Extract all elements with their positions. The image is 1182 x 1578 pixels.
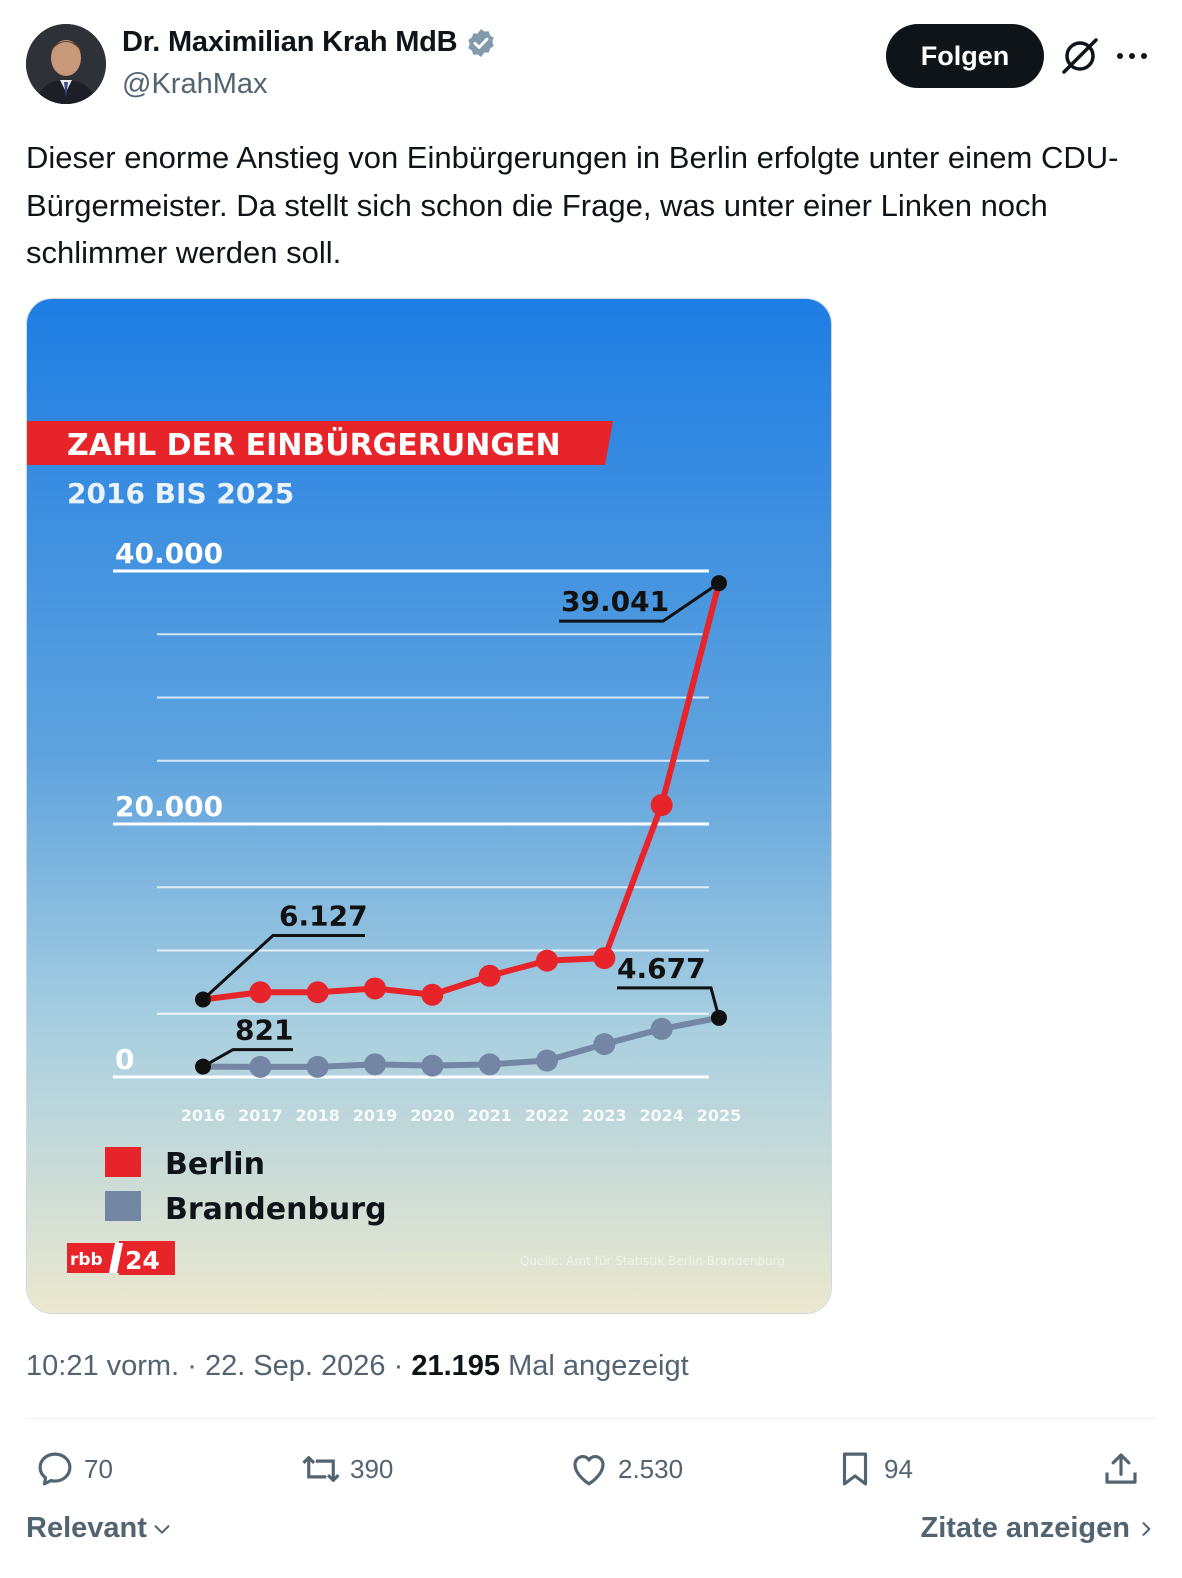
chart-source: Quelle: Amt für Statistik Berlin-Branden… — [520, 1254, 785, 1268]
more-icon[interactable] — [1114, 38, 1150, 74]
quotes-label: Zitate anzeigen — [920, 1512, 1131, 1544]
x-tick-label: 2023 — [582, 1106, 627, 1125]
chart: ZAHL DER EINBÜRGERUNGEN 2016 BIS 2025 40… — [27, 299, 831, 1313]
repost-button[interactable]: 390 — [300, 1446, 393, 1492]
tweet-time[interactable]: 10:21 vorm. — [26, 1350, 180, 1382]
data-point-berlin — [536, 949, 558, 972]
legend-swatch-brandenburg — [105, 1191, 141, 1221]
x-tick-label: 2021 — [467, 1106, 512, 1125]
annotation-label: 39.041 — [561, 585, 669, 618]
views-count: 21.195 — [411, 1350, 501, 1382]
data-point-brandenburg — [478, 1053, 501, 1076]
data-point-brandenburg — [306, 1055, 329, 1078]
sort-label: Relevant — [26, 1512, 147, 1544]
svg-text:24: 24 — [125, 1246, 160, 1275]
author-name-row[interactable]: Dr. Maximilian Krah MdB — [122, 26, 497, 59]
grok-icon[interactable] — [1058, 34, 1102, 78]
annotation-leader — [617, 986, 721, 1019]
meta-separator: · — [393, 1350, 404, 1382]
display-name[interactable]: Dr. Maximilian Krah MdB — [122, 26, 458, 58]
x-tick-label: 2018 — [295, 1106, 340, 1125]
annotation-leader — [201, 933, 365, 1001]
reply-icon — [38, 1452, 72, 1486]
chart-subtitle: 2016 BIS 2025 — [67, 477, 294, 510]
meta-separator: · — [187, 1350, 197, 1382]
legend-label-brandenburg: Brandenburg — [165, 1192, 387, 1227]
bookmark-button[interactable]: 94 — [834, 1446, 913, 1492]
x-tick-label: 2016 — [181, 1106, 226, 1125]
y-tick-label: 20.000 — [115, 790, 223, 823]
like-count: 2.530 — [618, 1453, 684, 1484]
tweet-media-image[interactable]: ZAHL DER EINBÜRGERUNGEN 2016 BIS 2025 40… — [26, 298, 832, 1314]
chevron-right-icon — [1142, 1521, 1151, 1536]
annotation-label: 6.127 — [279, 899, 368, 932]
x-tick-label: 2020 — [410, 1106, 455, 1125]
data-point-brandenburg — [421, 1054, 444, 1077]
annotation-leader — [202, 1048, 293, 1068]
bookmark-icon — [842, 1452, 868, 1486]
repost-icon — [302, 1456, 340, 1482]
data-point-brandenburg — [593, 1033, 616, 1056]
author-handle[interactable]: @KrahMax — [122, 68, 268, 100]
tweet-text: Dieser enorme Anstieg von Einbürgerungen… — [26, 140, 1119, 270]
divider — [26, 1418, 1156, 1419]
follow-button[interactable]: Folgen — [886, 24, 1044, 88]
bookmark-count: 94 — [884, 1453, 913, 1484]
data-point-brandenburg — [536, 1049, 558, 1072]
y-tick-label: 40.000 — [115, 537, 223, 570]
reply-count: 70 — [84, 1453, 113, 1484]
share-button[interactable] — [1100, 1446, 1142, 1492]
x-tick-label: 2022 — [525, 1106, 570, 1125]
svg-text:rbb: rbb — [70, 1250, 103, 1270]
reply-button[interactable]: 70 — [34, 1446, 113, 1492]
annotation-leader — [559, 581, 720, 623]
x-tick-label: 2017 — [238, 1106, 283, 1125]
like-button[interactable]: 2.530 — [568, 1446, 683, 1492]
series-line-brandenburg — [202, 1014, 720, 1070]
share-icon — [1105, 1453, 1137, 1484]
chevron-down-icon — [154, 1524, 170, 1534]
data-point-brandenburg — [249, 1055, 272, 1078]
annotation-label: 821 — [235, 1014, 293, 1047]
verified-badge-icon — [465, 27, 497, 59]
avatar[interactable] — [26, 24, 106, 104]
data-point-berlin — [364, 977, 386, 1000]
series-line-berlin — [202, 582, 722, 1003]
data-point-berlin — [306, 981, 329, 1004]
data-point-berlin — [650, 794, 673, 817]
legend-swatch-berlin — [105, 1147, 141, 1177]
data-point-brandenburg — [364, 1053, 386, 1076]
legend-label-berlin: Berlin — [165, 1147, 265, 1182]
y-tick-label: 0 — [115, 1043, 134, 1076]
rbb24-logo: rbb 24 — [67, 1241, 175, 1275]
data-point-brandenburg — [650, 1017, 673, 1040]
views-label: Mal angezeigt — [508, 1350, 689, 1382]
x-tick-label: 2019 — [353, 1106, 398, 1125]
chart-title: ZAHL DER EINBÜRGERUNGEN — [67, 426, 561, 463]
data-point-berlin — [593, 947, 616, 970]
data-point-berlin — [478, 964, 501, 987]
data-point-berlin — [249, 981, 272, 1004]
tweet-date[interactable]: 22. Sep. 2026 — [204, 1350, 386, 1382]
x-tick-label: 2025 — [697, 1106, 742, 1125]
data-point-berlin — [421, 983, 444, 1006]
heart-icon — [573, 1455, 605, 1486]
annotation-label: 4.677 — [617, 952, 706, 985]
repost-count: 390 — [350, 1453, 394, 1484]
x-tick-label: 2024 — [639, 1106, 684, 1125]
tweet-meta: 10:21 vorm. · 22. Sep. 2026 · 21.195 Mal… — [26, 1350, 689, 1383]
sort-dropdown[interactable]: Relevant — [26, 1512, 173, 1545]
view-quotes-link[interactable]: Zitate anzeigen — [921, 1512, 1157, 1545]
